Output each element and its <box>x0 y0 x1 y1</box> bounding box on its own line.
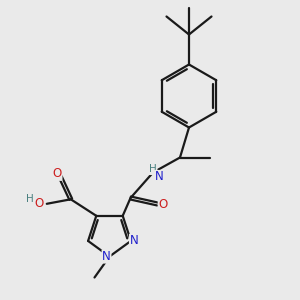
Text: H: H <box>149 164 157 175</box>
Text: O: O <box>158 197 167 211</box>
Text: N: N <box>102 250 111 263</box>
Text: N: N <box>154 170 164 184</box>
Text: H: H <box>26 194 34 204</box>
Text: O: O <box>52 167 62 180</box>
Text: O: O <box>34 197 44 210</box>
Text: N: N <box>130 235 138 248</box>
